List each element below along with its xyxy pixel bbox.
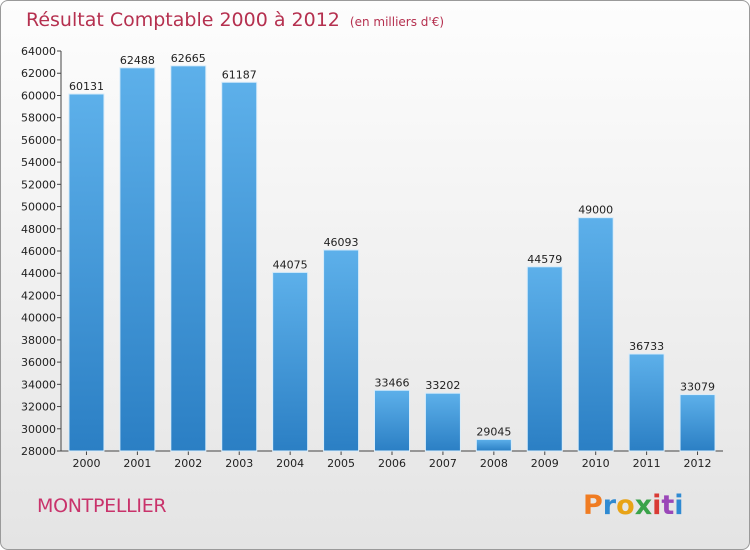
bar-value-label: 33466 — [375, 376, 410, 389]
bar — [526, 266, 563, 452]
y-tick-label: 34000 — [21, 378, 56, 391]
bar-value-label: 46093 — [324, 236, 359, 249]
city-name: MONTPELLIER — [37, 495, 167, 517]
bar — [577, 217, 614, 452]
y-tick-label: 62000 — [21, 67, 56, 80]
x-tick-label: 2000 — [72, 457, 100, 470]
y-tick-label: 30000 — [21, 423, 56, 436]
chart-bars: 60131 62488 62665 61187 44075 46093 33466 33202… — [68, 52, 716, 452]
bar — [424, 392, 461, 452]
y-tick-label: 38000 — [21, 334, 56, 347]
x-tick-label: 2010 — [582, 457, 610, 470]
y-tick-label: 42000 — [21, 289, 56, 302]
y-tick-label: 64000 — [21, 45, 56, 58]
x-tick-label: 2001 — [123, 457, 151, 470]
bar-value-label: 49000 — [578, 204, 613, 217]
chart-title: Résultat Comptable 2000 à 2012 (en millie… — [26, 9, 444, 31]
chart-subtitle: (en milliers d'€) — [349, 15, 445, 29]
y-tick-label: 58000 — [21, 112, 56, 125]
bar-value-label: 60131 — [69, 80, 104, 93]
x-tick-label: 2008 — [480, 457, 508, 470]
bar — [628, 353, 665, 452]
bar — [68, 93, 105, 452]
x-tick-label: 2003 — [225, 457, 253, 470]
bar-value-label: 44075 — [273, 258, 308, 271]
proxiti-logo: Proxiti — [583, 490, 684, 521]
bar — [475, 438, 512, 452]
x-tick-label: 2009 — [531, 457, 559, 470]
logo-letter: i — [652, 490, 662, 521]
chart-title-text: Résultat Comptable 2000 à 2012 — [26, 9, 340, 31]
y-tick-label: 56000 — [21, 134, 56, 147]
x-tick-label: 2004 — [276, 457, 304, 470]
x-tick-label: 2002 — [174, 457, 202, 470]
bar — [374, 389, 410, 452]
y-tick-label: 46000 — [21, 245, 56, 258]
bar-value-label: 33202 — [425, 379, 460, 392]
x-tick-label: 2012 — [684, 457, 712, 470]
y-tick-label: 50000 — [21, 201, 56, 214]
bar — [272, 271, 309, 452]
y-tick-label: 52000 — [21, 178, 56, 191]
y-tick-label: 32000 — [21, 401, 56, 414]
bar — [221, 81, 258, 452]
logo-letter: x — [634, 490, 653, 521]
bar-value-label: 33079 — [680, 381, 715, 394]
bar-value-label: 44579 — [527, 253, 562, 266]
bar — [170, 65, 207, 452]
bar-value-label: 29045 — [476, 425, 511, 438]
x-tick-label: 2005 — [327, 457, 355, 470]
logo-letter: r — [602, 490, 617, 521]
y-tick-label: 54000 — [21, 156, 56, 169]
y-tick-label: 36000 — [21, 356, 56, 369]
logo-letter: i — [674, 490, 684, 521]
x-tick-label: 2006 — [378, 457, 406, 470]
logo-letter: o — [616, 490, 635, 521]
bar — [119, 67, 156, 452]
y-tick-label: 44000 — [21, 267, 56, 280]
y-tick-label: 48000 — [21, 223, 56, 236]
logo-letter: P — [583, 490, 603, 521]
bar — [679, 394, 716, 452]
bar-value-label: 62665 — [171, 52, 206, 65]
x-tick-label: 2007 — [429, 457, 457, 470]
bar-value-label: 61187 — [222, 68, 257, 81]
logo-letter: t — [661, 490, 675, 521]
y-tick-label: 40000 — [21, 312, 56, 325]
x-tick-label: 2011 — [633, 457, 661, 470]
y-tick-label: 60000 — [21, 89, 56, 102]
bar-value-label: 36733 — [629, 340, 664, 353]
bar — [323, 249, 360, 452]
bar-value-label: 62488 — [120, 54, 155, 67]
y-tick-label: 28000 — [21, 445, 56, 458]
